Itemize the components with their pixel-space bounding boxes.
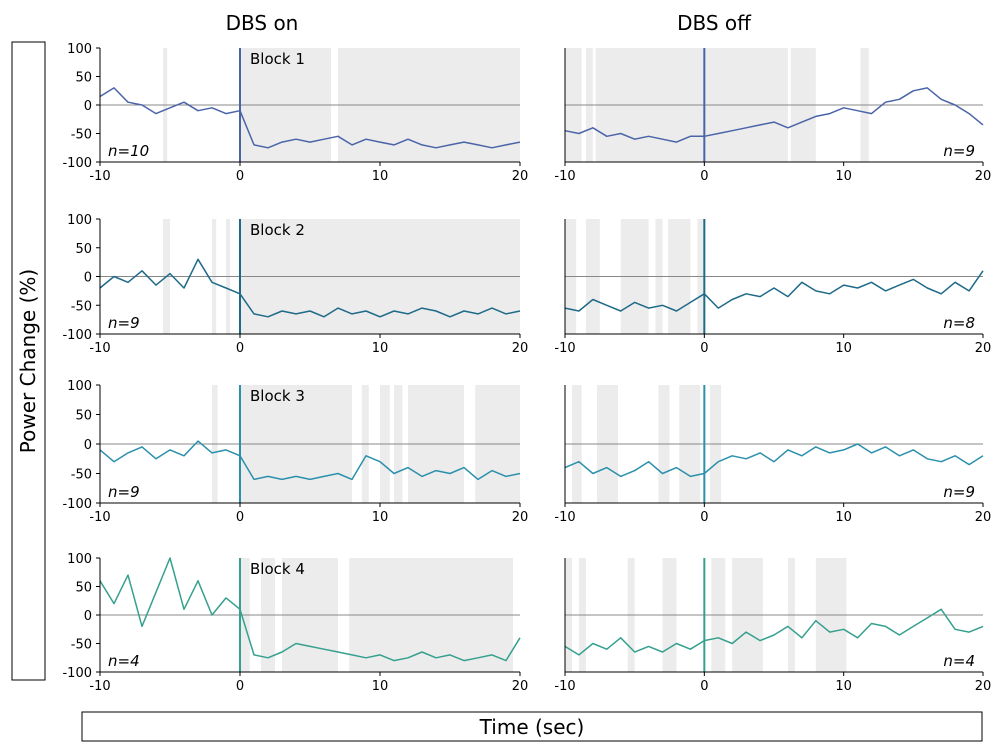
x-tick-label: -10 xyxy=(89,169,110,184)
n-annotation: n=9 xyxy=(943,142,975,160)
y-tick-label: -50 xyxy=(71,299,92,314)
column-title: DBS on xyxy=(226,11,299,35)
x-tick-label: -10 xyxy=(554,510,575,525)
n-annotation: n=9 xyxy=(108,483,140,501)
y-tick-label: 100 xyxy=(67,213,92,228)
x-tick-label: 20 xyxy=(512,169,529,184)
x-tick-label: -10 xyxy=(89,679,110,694)
x-tick-label: 10 xyxy=(835,341,852,356)
n-annotation: n=9 xyxy=(108,314,140,332)
x-tick-label: 10 xyxy=(372,169,389,184)
n-annotation: n=9 xyxy=(943,483,975,501)
panel-title: Block 4 xyxy=(250,560,305,578)
y-tick-label: 0 xyxy=(84,609,92,624)
x-tick-label: 20 xyxy=(512,679,529,694)
x-tick-label: 20 xyxy=(975,679,992,694)
y-tick-label: 0 xyxy=(84,438,92,453)
x-tick-label: 20 xyxy=(512,510,529,525)
y-tick-label: 50 xyxy=(75,71,92,86)
x-tick-label: 0 xyxy=(700,169,708,184)
x-axis-label: Time (sec) xyxy=(479,715,585,739)
x-tick-label: 10 xyxy=(372,510,389,525)
y-tick-label: 100 xyxy=(67,42,92,57)
n-annotation: n=10 xyxy=(108,142,149,160)
data-line xyxy=(99,557,521,662)
x-tick-label: 10 xyxy=(835,679,852,694)
x-tick-label: -10 xyxy=(89,510,110,525)
data-line xyxy=(564,87,984,143)
x-tick-label: 0 xyxy=(700,679,708,694)
n-annotation: n=8 xyxy=(943,314,975,332)
x-tick-label: 0 xyxy=(236,169,244,184)
y-tick-label: 100 xyxy=(67,552,92,567)
data-line xyxy=(564,608,984,656)
xlabel-box xyxy=(81,711,983,742)
x-tick-label: 10 xyxy=(372,679,389,694)
x-tick-label: 10 xyxy=(835,169,852,184)
y-tick-label: 50 xyxy=(75,581,92,596)
x-tick-label: 0 xyxy=(236,341,244,356)
x-tick-label: -10 xyxy=(554,341,575,356)
x-tick-label: 20 xyxy=(975,169,992,184)
y-tick-label: 0 xyxy=(84,99,92,114)
x-tick-label: -10 xyxy=(554,169,575,184)
y-tick-label: -100 xyxy=(62,156,92,171)
y-tick-label: 0 xyxy=(84,271,92,286)
y-tick-label: 100 xyxy=(67,379,92,394)
y-tick-label: 50 xyxy=(75,242,92,257)
n-annotation: n=4 xyxy=(943,652,975,670)
column-title: DBS off xyxy=(677,11,752,35)
data-line xyxy=(99,87,521,149)
x-tick-label: 0 xyxy=(700,341,708,356)
x-tick-label: 20 xyxy=(512,341,529,356)
data-line xyxy=(564,270,984,312)
y-tick-label: -50 xyxy=(71,638,92,653)
y-tick-label: -50 xyxy=(71,468,92,483)
x-tick-label: 20 xyxy=(975,341,992,356)
y-tick-label: 50 xyxy=(75,409,92,424)
y-tick-label: -100 xyxy=(62,497,92,512)
x-tick-label: 0 xyxy=(236,679,244,694)
n-annotation: n=4 xyxy=(108,652,140,670)
panel-title: Block 1 xyxy=(250,50,305,68)
y-axis-label: Power Change (%) xyxy=(16,269,40,453)
x-tick-label: 0 xyxy=(236,510,244,525)
x-tick-label: 10 xyxy=(835,510,852,525)
x-tick-label: 20 xyxy=(975,510,992,525)
data-line xyxy=(99,440,521,481)
y-tick-label: -50 xyxy=(71,128,92,143)
x-tick-label: 0 xyxy=(700,510,708,525)
x-tick-label: -10 xyxy=(554,679,575,694)
data-line xyxy=(564,443,984,478)
y-tick-label: -100 xyxy=(62,666,92,681)
x-tick-label: -10 xyxy=(89,341,110,356)
ylabel-box xyxy=(11,41,46,681)
data-line xyxy=(99,258,521,318)
x-tick-label: 10 xyxy=(372,341,389,356)
panel-title: Block 3 xyxy=(250,387,305,405)
panel-title: Block 2 xyxy=(250,221,305,239)
y-tick-label: -100 xyxy=(62,328,92,343)
